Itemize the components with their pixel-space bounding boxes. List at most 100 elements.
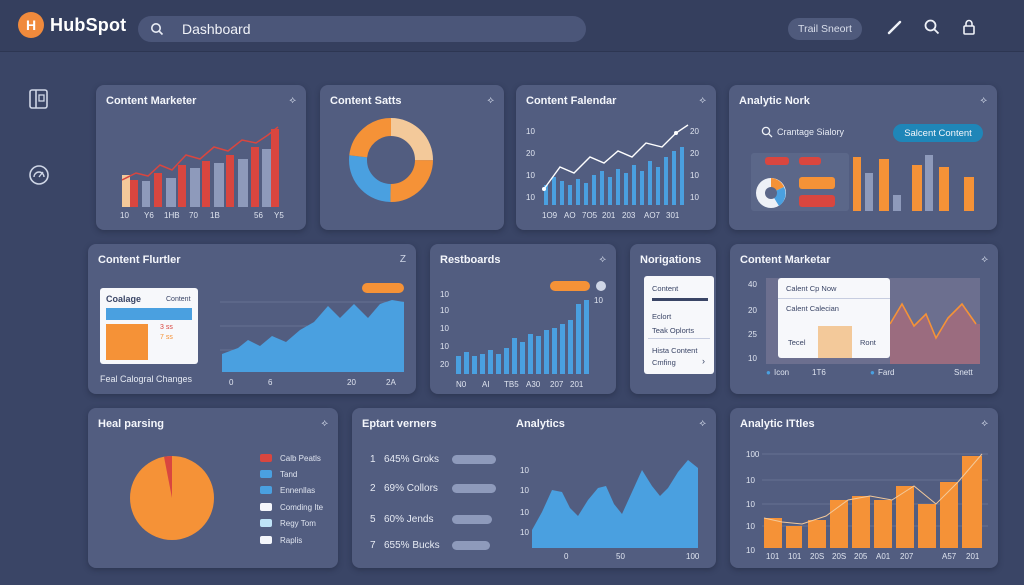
trial-button[interactable]: Trail Sneort	[788, 18, 862, 40]
popup-item[interactable]: Calent Calecian	[786, 304, 839, 313]
donut-chart	[349, 118, 433, 202]
legend-swatch	[260, 519, 272, 527]
panel-item: 7 ss	[160, 334, 173, 341]
popup-item[interactable]: Calent Cp Now	[786, 284, 837, 293]
progress-bar	[452, 484, 496, 493]
rank-text: 645% Groks	[384, 454, 440, 465]
x-tick: 6	[268, 378, 273, 387]
x-tick: 207	[550, 380, 564, 389]
x-tick: 20	[347, 378, 356, 387]
analytics-area-chart	[532, 460, 698, 548]
x-tick: 56	[254, 211, 263, 220]
navigation-menu: Content Eclort Teak Oplorts Hista Conten…	[644, 276, 714, 374]
content-marketer-card: Content Marketer ⟡ 10 Y6 1HB 70 1B 56 Y5	[96, 85, 306, 230]
legend-dot-icon: ●	[870, 368, 875, 377]
y-tick: 10	[440, 290, 449, 299]
x-tick: 201	[966, 552, 980, 561]
divider	[648, 338, 710, 339]
y-tick: 10	[746, 546, 755, 555]
expand-icon[interactable]: ⟡	[599, 254, 606, 265]
expand-icon[interactable]: ⟡	[981, 418, 988, 429]
lock-icon[interactable]	[960, 18, 978, 36]
chevron-right-icon[interactable]: ›	[702, 356, 705, 366]
card-title: Content Satts	[330, 95, 402, 107]
popup-item[interactable]: Tecel	[788, 338, 806, 347]
y-tick: 20	[748, 306, 757, 315]
progress-bar	[452, 515, 492, 524]
legend-item: Icon	[774, 368, 790, 377]
search-icon	[151, 23, 164, 36]
x-tick: 1HB	[164, 211, 180, 220]
expand-icon[interactable]: ⟡	[981, 254, 988, 265]
expand-icon[interactable]: ⟡	[699, 418, 706, 429]
content-marketar-card: Content Marketar ⟡ 40 20 25 10 Calent Cp…	[730, 244, 998, 394]
nav-item[interactable]: Teak Oplorts	[652, 326, 695, 335]
x-tick: 203	[622, 211, 636, 220]
pie-chart	[130, 456, 214, 540]
nav-item[interactable]: Content	[652, 284, 679, 293]
book-icon[interactable]	[26, 86, 52, 112]
search-bar[interactable]: Dashboard	[138, 16, 586, 42]
legend-item: Tand	[280, 470, 298, 479]
y-tick: 10	[746, 476, 755, 485]
expand-icon[interactable]: ⟡	[487, 95, 494, 106]
x-tick: 7O5	[582, 211, 598, 220]
pencil-icon[interactable]	[886, 18, 904, 36]
search-input[interactable]: Dashboard	[182, 21, 251, 37]
toggle-dot[interactable]	[596, 281, 606, 291]
nav-item[interactable]: Eclort	[652, 312, 672, 321]
rank: 7	[370, 540, 376, 551]
gauge-icon[interactable]	[26, 162, 52, 188]
y-tick: 10	[440, 342, 449, 351]
y-tick: 10	[746, 522, 755, 531]
select-content-button[interactable]: Salcent Content	[893, 124, 983, 142]
x-tick: Y6	[144, 211, 154, 220]
legend-item: 1T6	[812, 368, 826, 377]
y-tick: 10	[520, 508, 529, 517]
expand-icon[interactable]: ⟡	[321, 418, 328, 429]
nav-item[interactable]: Hista Content	[652, 346, 698, 355]
restboards-card: Restboards ⟡ 10 10 10 10 20 10 N0 AI TB5…	[430, 244, 616, 394]
x-tick: 201	[570, 380, 584, 389]
search-icon[interactable]	[923, 18, 941, 36]
norigations-card: Norigations Content Eclort Teak Oplorts …	[630, 244, 716, 394]
corner-label: Z	[399, 254, 406, 265]
popup-item[interactable]: Ront	[860, 338, 876, 347]
y-tick: 10	[690, 193, 699, 202]
expand-icon[interactable]: ⟡	[289, 95, 296, 106]
card-title: Analytic ITtles	[740, 418, 815, 430]
popup-panel: Calent Cp Now Calent Calecian Tecel Ront	[778, 278, 890, 358]
legend-item: Fard	[878, 368, 895, 377]
x-tick: 101	[788, 552, 802, 561]
panel-item: 3 ss	[160, 324, 173, 331]
y-tick: 10	[520, 466, 529, 475]
content-flutter-card: Content Flurtler Z Coalage Content 3 ss …	[88, 244, 416, 394]
x-tick: 201	[602, 211, 616, 220]
x-tick: 70	[189, 211, 198, 220]
rank-text: 60% Jends	[384, 514, 434, 525]
top-bar: H HubSpot Dashboard Trail Sneort	[0, 0, 1024, 52]
hubspot-logo[interactable]: H HubSpot	[18, 12, 126, 38]
y-tick: 10	[526, 171, 535, 180]
x-tick: 100	[686, 552, 700, 561]
y-tick: 100	[746, 450, 760, 459]
expand-icon[interactable]: ⟡	[699, 95, 706, 106]
nav-item[interactable]: Cmfing	[652, 358, 676, 367]
search-label[interactable]: Crantage Sialory	[777, 127, 845, 137]
y-tick: 20	[690, 127, 699, 136]
legend-item: Regy Tom	[280, 519, 316, 528]
y-tick: 10	[748, 354, 757, 363]
expand-icon[interactable]: ⟡	[980, 95, 987, 106]
x-tick: 1B	[210, 211, 220, 220]
x-tick: 10	[120, 211, 129, 220]
y-tick: 40	[748, 280, 757, 289]
search-icon	[761, 126, 773, 138]
y-tick: 10	[440, 324, 449, 333]
y-tick: 10	[520, 528, 529, 537]
nav-progress	[652, 298, 708, 301]
eptart-analytics-card: Eptart verners Analytics ⟡ 1 645% Groks …	[352, 408, 716, 568]
y-tick: 20	[440, 360, 449, 369]
logo-icon: H	[18, 12, 44, 38]
legend-swatch	[260, 503, 272, 511]
x-tick: 205	[854, 552, 868, 561]
